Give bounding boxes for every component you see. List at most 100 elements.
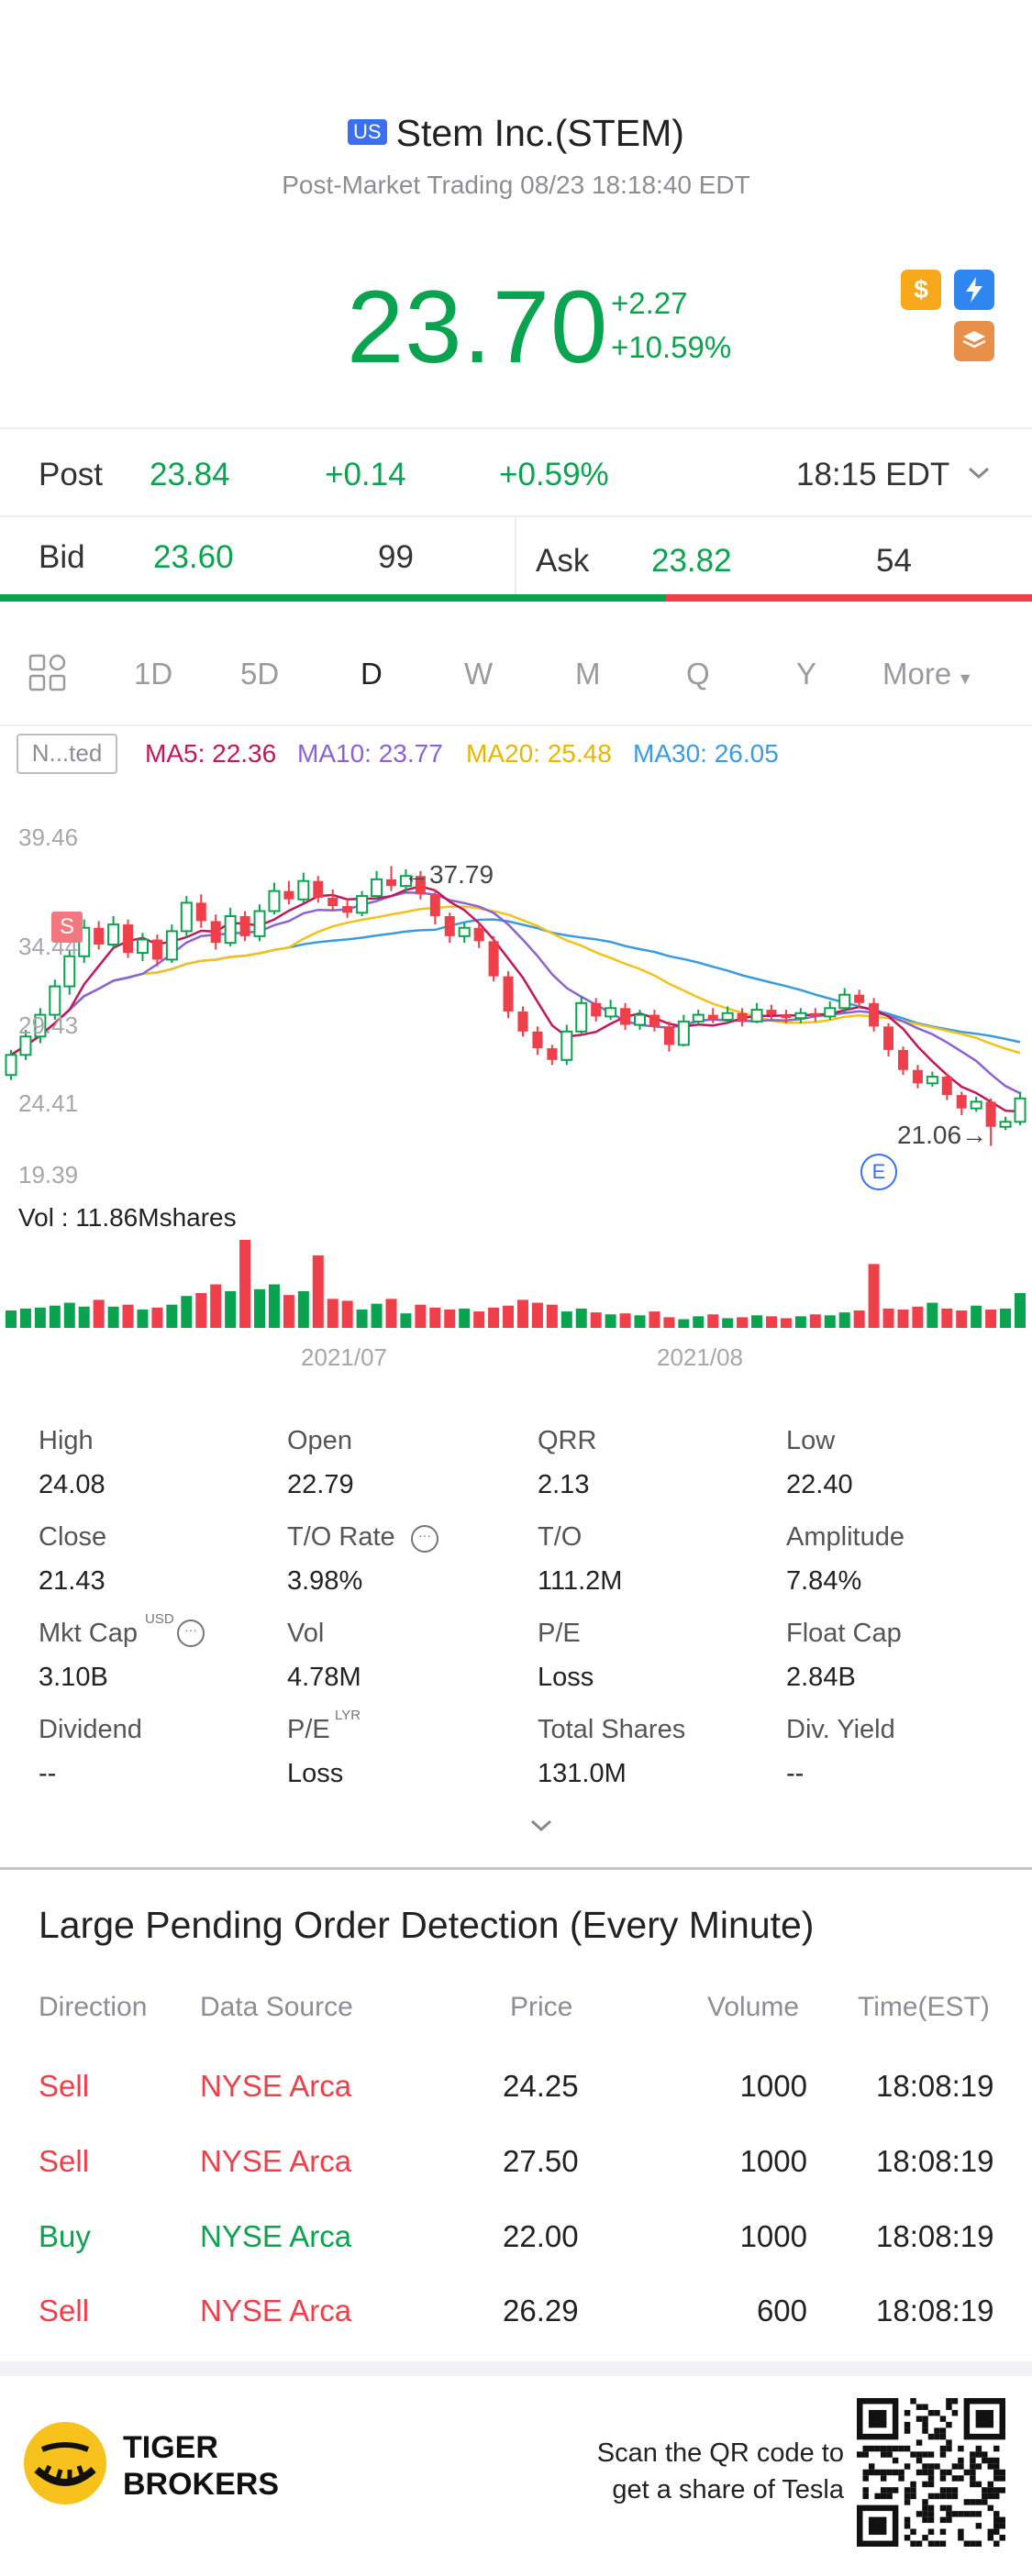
order-source: NYSE Arca	[200, 2219, 352, 2253]
candle	[151, 939, 162, 960]
qr-module	[862, 2469, 869, 2476]
qr-module	[958, 2457, 964, 2464]
tab-more[interactable]: More ▼	[882, 657, 973, 691]
qr-module	[868, 2445, 875, 2452]
more-info-icon[interactable]: ···	[411, 1525, 438, 1553]
candle	[897, 1049, 908, 1070]
volume-bar	[678, 1319, 690, 1328]
arrow-right-icon: →	[961, 1121, 988, 1149]
volume-bar	[107, 1306, 119, 1328]
qr-module	[939, 2416, 947, 2422]
qr-module	[939, 2433, 947, 2440]
stat-label: P/E	[538, 1619, 581, 1648]
qr-module	[915, 2540, 923, 2547]
qr-module	[862, 2451, 869, 2458]
volume-bar	[400, 1313, 412, 1328]
qr-module	[922, 2451, 928, 2458]
qr-module	[970, 2457, 976, 2464]
volume-bar	[780, 1318, 792, 1328]
x-axis-tick: 2021/08	[657, 1343, 743, 1371]
qr-module	[946, 2398, 952, 2405]
candle	[63, 955, 76, 988]
tab-q[interactable]: Q	[686, 657, 710, 691]
tiger-logo-icon	[24, 2422, 106, 2504]
order-price: 26.29	[503, 2294, 579, 2327]
qr-module	[999, 2469, 1005, 2476]
qr-module	[934, 2433, 940, 2440]
qr-module	[951, 2463, 959, 2470]
qr-module	[898, 2469, 904, 2476]
indicator-chip[interactable]: N...ted	[17, 734, 117, 774]
qr-module	[874, 2445, 881, 2452]
qr-module	[970, 2463, 976, 2470]
tab-5d[interactable]: 5D	[240, 657, 280, 691]
volume-bar	[1015, 1293, 1026, 1328]
qr-module	[868, 2469, 875, 2476]
post-time-selector[interactable]: 18:15 EDT	[796, 457, 991, 493]
candle	[591, 1002, 602, 1017]
col-volume: Volume	[707, 1992, 800, 2022]
volume-bar	[415, 1304, 427, 1328]
tab-1d[interactable]: 1D	[134, 657, 173, 691]
volume-bar	[137, 1309, 149, 1328]
candle	[283, 890, 294, 900]
stat-value: 21.43	[39, 1566, 105, 1596]
volume-bar	[531, 1302, 543, 1328]
order-price: 22.00	[503, 2219, 579, 2253]
qr-module	[880, 2451, 887, 2458]
qr-module	[958, 2535, 964, 2541]
qr-module	[987, 2528, 994, 2536]
qr-module	[874, 2493, 881, 2500]
candle	[838, 993, 851, 1010]
qr-module	[880, 2475, 887, 2482]
candle	[985, 1101, 996, 1127]
earnings-badge[interactable]: E	[860, 1154, 897, 1190]
qr-module	[999, 2535, 1005, 2541]
stat-value: 3.98%	[287, 1566, 363, 1596]
dollar-icon[interactable]: $	[901, 270, 941, 310]
brand-name: TIGER BROKERS	[123, 2429, 279, 2503]
price-change-percent: +10.59%	[611, 330, 732, 364]
qr-module	[915, 2416, 923, 2422]
more-info-icon[interactable]: ···	[177, 1620, 205, 1647]
qr-module	[886, 2469, 893, 2476]
qr-module	[862, 2475, 869, 2482]
candle	[620, 1008, 631, 1025]
qr-cta: Scan the QR code to get a share of Tesla	[514, 2435, 844, 2508]
tab-d[interactable]: D	[361, 657, 383, 691]
qr-module	[915, 2457, 923, 2464]
volume-bar	[93, 1299, 105, 1328]
sell-signal-badge[interactable]: S	[51, 912, 83, 943]
qr-module	[970, 2481, 976, 2488]
tab-y[interactable]: Y	[796, 657, 817, 691]
candlestick-chart[interactable]	[0, 807, 1032, 1220]
order-price: 27.50	[503, 2144, 579, 2178]
chart-layout-icon[interactable]	[28, 653, 68, 698]
qr-finder	[975, 2409, 994, 2428]
volume-bar	[1000, 1308, 1012, 1328]
candle	[444, 915, 455, 936]
stock-name: Stem Inc.(STEM)	[395, 112, 684, 154]
qr-code-icon[interactable]	[857, 2398, 1005, 2547]
qr-module	[993, 2523, 1000, 2529]
tab-m[interactable]: M	[575, 657, 601, 691]
low-marker: 21.06→	[897, 1121, 987, 1150]
candle	[415, 876, 426, 895]
stat-value: 22.79	[287, 1470, 354, 1499]
tab-w[interactable]: W	[464, 657, 494, 691]
expand-chevron-icon[interactable]	[527, 1816, 556, 1841]
qr-module	[982, 2493, 988, 2500]
volume-bar	[34, 1307, 46, 1328]
qr-module	[904, 2427, 911, 2434]
qr-module	[927, 2469, 935, 2476]
layers-icon[interactable]	[954, 321, 994, 361]
qr-module	[982, 2457, 988, 2464]
qr-module	[975, 2523, 982, 2529]
candle	[5, 1054, 17, 1077]
lightning-icon[interactable]	[954, 270, 994, 310]
qr-module	[910, 2398, 916, 2405]
volume-bar	[503, 1305, 515, 1328]
candle	[854, 994, 865, 1003]
qr-module	[939, 2516, 947, 2524]
candle	[268, 890, 281, 912]
